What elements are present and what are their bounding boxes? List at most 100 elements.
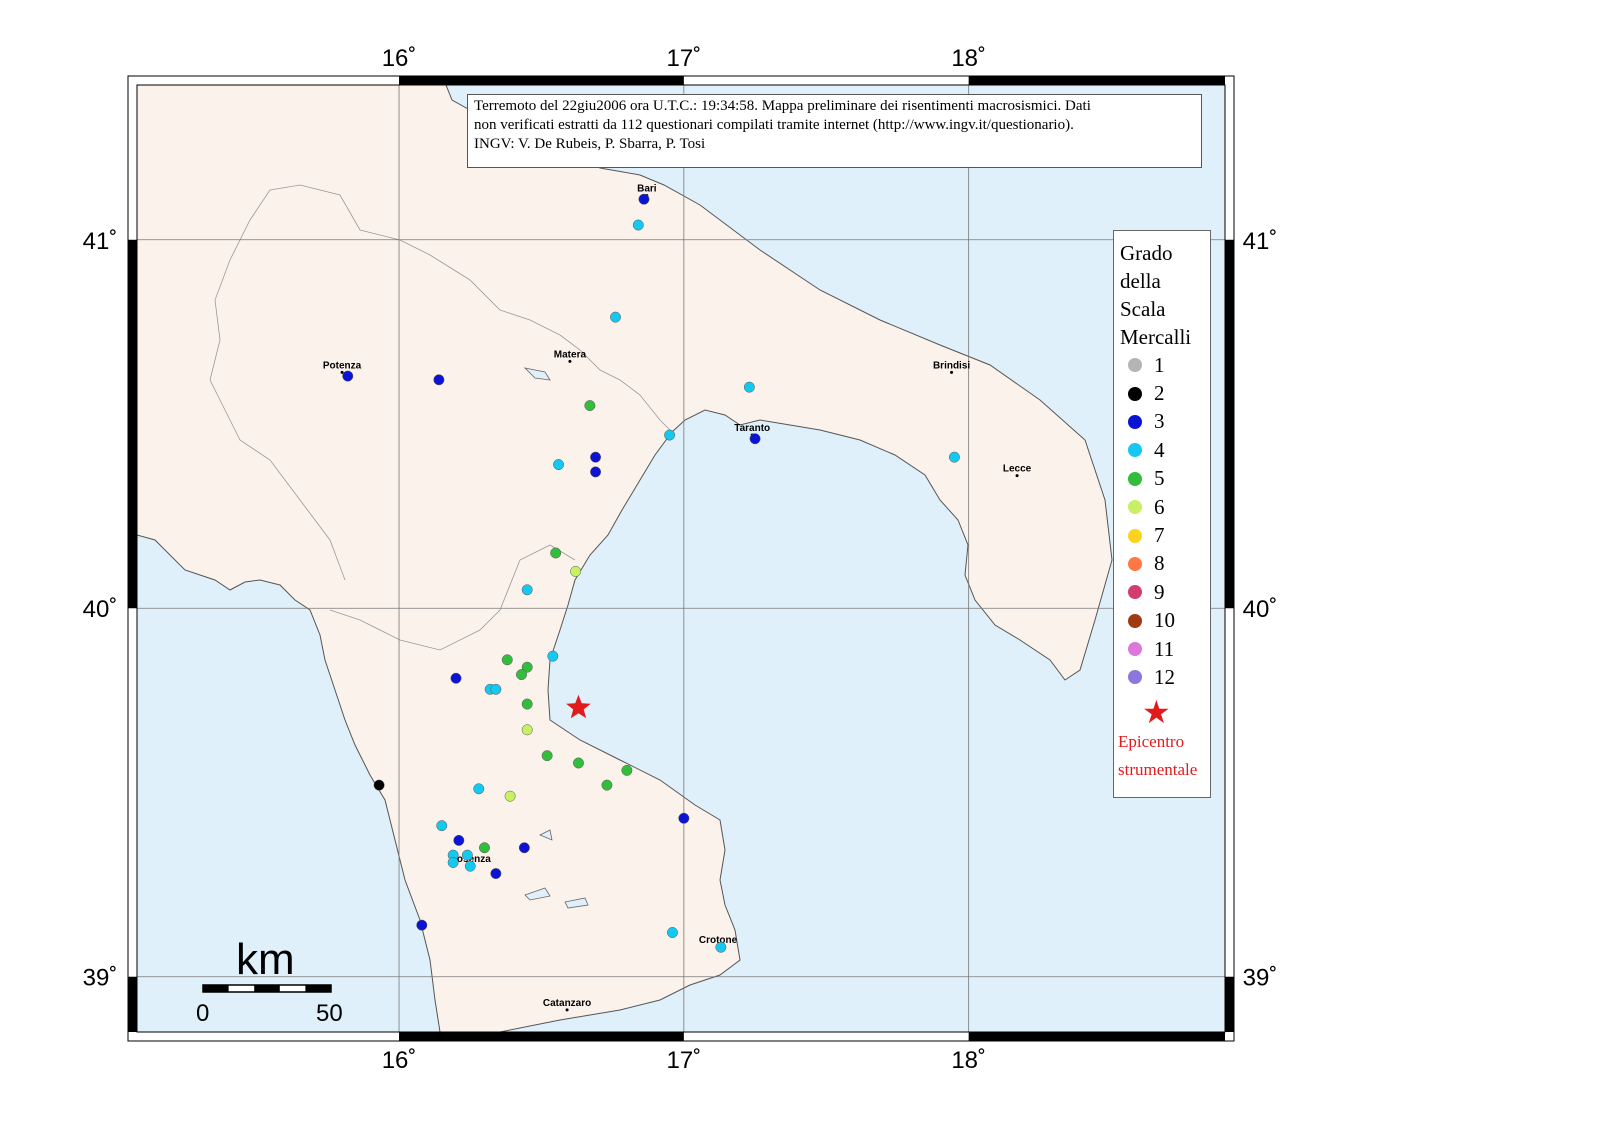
legend-epicenter-line: strumentale [1118, 759, 1198, 779]
intensity-point [584, 400, 596, 412]
legend-epicenter-label: Epicentro strumentale [1114, 728, 1210, 784]
legend-item-label: 9 [1154, 579, 1165, 604]
legend-dot-icon [1128, 613, 1142, 628]
intensity-point [948, 451, 960, 463]
intensity-point [433, 374, 445, 386]
legend-item: 5 [1114, 465, 1210, 493]
epicenter-legend-star-icon: ★ [1142, 693, 1171, 730]
legend-item-label: 4 [1154, 437, 1165, 462]
intensity-point [490, 683, 502, 695]
intensity-point [479, 842, 490, 854]
intensity-point [490, 868, 502, 880]
legend-item: 4 [1114, 436, 1210, 464]
caption-line-2: non verificati estratti da 112 questiona… [474, 117, 1074, 133]
intensity-point [547, 650, 559, 662]
intensity-point [450, 672, 462, 684]
scale-unit-label: km [236, 935, 295, 984]
intensity-point [453, 834, 465, 846]
intensity-point [715, 941, 727, 953]
city-label: Crotone [699, 935, 738, 946]
intensity-point [436, 820, 448, 832]
region-border-calabria [329, 544, 576, 651]
legend-item: 10 [1114, 607, 1210, 635]
legend-dot-icon [1128, 500, 1142, 515]
caption-line-1: Terremoto del 22giu2006 ora U.T.C.: 19:3… [474, 98, 1091, 114]
latitude-label-right: 39˚ [1243, 965, 1278, 992]
city-label: Lecce [1003, 464, 1032, 475]
legend-item: 11 [1114, 635, 1210, 663]
legend-dot-icon [1128, 528, 1142, 543]
longitude-label-bottom: 17˚ [667, 1047, 702, 1074]
legend-title: Grado della Scala Mercalli [1114, 231, 1210, 351]
intensity-point [743, 381, 755, 393]
intensity-point [550, 547, 562, 559]
legend-dot-icon [1128, 386, 1142, 401]
city-label: Matera [554, 349, 587, 360]
intensity-point [473, 783, 485, 795]
legend-item: 2 [1114, 379, 1210, 407]
latitude-label-left: 40˚ [83, 596, 118, 623]
legend-item: 1 [1114, 351, 1210, 379]
caption-line-3: INGV: V. De Rubeis, P. Sbarra, P. Tosi [474, 136, 706, 152]
intensity-point [541, 750, 553, 762]
legend-dot-icon [1128, 556, 1142, 571]
legend-item-label: 3 [1154, 409, 1165, 434]
legend-dot-icon [1128, 414, 1142, 429]
region-border-campania [209, 189, 346, 581]
intensity-point [590, 466, 602, 478]
legend-item-label: 12 [1154, 664, 1175, 689]
legend-dot-icon [1128, 642, 1142, 657]
longitude-label-top: 16˚ [382, 45, 417, 72]
legend: Grado della Scala Mercalli 1 2 3 4 5 6 7 8 9 10 11… [1113, 230, 1211, 798]
scale-bar [202, 984, 332, 993]
legend-item: 7 [1114, 521, 1210, 549]
lake [539, 829, 553, 841]
intensity-point [749, 433, 761, 445]
intensity-point [461, 849, 473, 861]
intensity-point [590, 451, 602, 463]
intensity-point [667, 927, 678, 938]
legend-title-line: Mercalli [1120, 325, 1192, 349]
legend-title-line: Grado [1120, 241, 1173, 265]
latitude-label-left: 41˚ [83, 228, 118, 255]
legend-epicenter-line: Epicentro [1118, 731, 1185, 751]
lake [564, 897, 589, 909]
intensity-point [373, 779, 385, 791]
land-mainland [137, 85, 1113, 1032]
city-marker [568, 359, 572, 363]
intensity-point [664, 429, 676, 441]
legend-item-label: 6 [1154, 494, 1165, 519]
city-marker [1015, 474, 1019, 478]
city-label: Potenza [323, 360, 362, 371]
city-label: Cosenza [450, 854, 492, 865]
longitude-label-bottom: 18˚ [951, 1047, 986, 1074]
intensity-point [447, 857, 459, 868]
region-border-campania-basilicata [269, 184, 561, 336]
legend-item: 3 [1114, 408, 1210, 436]
city-label: Brindisi [933, 360, 970, 371]
intensity-point [553, 459, 564, 470]
intensity-point [516, 669, 527, 681]
region-border-basilicata-puglia [559, 334, 673, 433]
latitude-label-right: 40˚ [1243, 596, 1278, 623]
scale-end-label: 50 [316, 1000, 343, 1027]
intensity-point [632, 219, 644, 231]
legend-item-label: 5 [1154, 466, 1165, 491]
intensity-point [501, 654, 513, 666]
legend-item-label: 7 [1154, 523, 1165, 548]
legend-dot-icon [1128, 670, 1142, 685]
latitude-label-right: 41˚ [1243, 228, 1278, 255]
lake [524, 887, 551, 901]
lake [523, 367, 551, 381]
longitude-label-top: 18˚ [951, 45, 986, 72]
intensity-point [621, 764, 633, 776]
city-label: Catanzaro [543, 998, 591, 1009]
longitude-label-top: 17˚ [667, 45, 702, 72]
epicenter-star [566, 694, 591, 719]
intensity-point [678, 812, 690, 824]
intensity-point [521, 724, 533, 736]
legend-title-line: della [1120, 269, 1161, 293]
city-marker [565, 1008, 569, 1012]
city-label: Bari [637, 184, 657, 195]
